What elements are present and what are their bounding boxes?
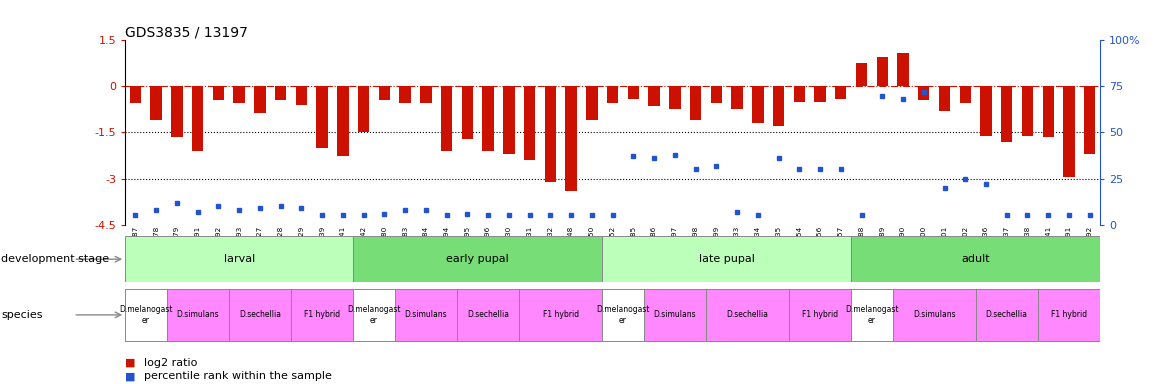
Bar <box>1084 86 1095 154</box>
Bar <box>420 86 432 103</box>
Bar <box>544 86 556 182</box>
Text: percentile rank within the sample: percentile rank within the sample <box>144 371 331 381</box>
Text: log2 ratio: log2 ratio <box>144 358 197 368</box>
Bar <box>519 289 602 341</box>
Bar <box>379 86 390 100</box>
Text: late pupal: late pupal <box>698 254 755 264</box>
Bar <box>483 86 493 151</box>
Text: D.sechellia: D.sechellia <box>726 310 769 319</box>
Bar <box>234 86 244 103</box>
Bar <box>586 86 598 120</box>
Text: early pupal: early pupal <box>446 254 510 264</box>
Bar <box>462 86 474 139</box>
Bar <box>789 289 851 341</box>
Bar <box>602 289 644 341</box>
Text: GDS3835 / 13197: GDS3835 / 13197 <box>125 25 248 39</box>
Bar <box>255 86 265 113</box>
Bar <box>171 86 183 137</box>
Text: D.simulans: D.simulans <box>404 310 447 319</box>
Bar <box>644 289 706 341</box>
Bar <box>1038 289 1100 341</box>
Bar <box>851 289 893 341</box>
Text: adult: adult <box>961 254 990 264</box>
Bar <box>358 86 369 132</box>
Bar <box>151 86 162 120</box>
Bar <box>395 289 457 341</box>
Bar <box>706 289 789 341</box>
Bar <box>125 236 353 282</box>
Bar <box>918 86 930 100</box>
Text: larval: larval <box>223 254 255 264</box>
Text: F1 hybrid: F1 hybrid <box>543 310 579 319</box>
Bar <box>503 86 514 154</box>
Text: D.melanogast
er: D.melanogast er <box>596 305 650 324</box>
Text: D.simulans: D.simulans <box>653 310 696 319</box>
Bar <box>976 289 1038 341</box>
Bar <box>565 86 577 191</box>
Text: D.melanogast
er: D.melanogast er <box>119 305 173 324</box>
Bar <box>192 86 204 151</box>
Bar <box>1063 86 1075 177</box>
Text: ■: ■ <box>125 358 135 368</box>
Bar <box>1001 86 1012 142</box>
Bar <box>851 236 1100 282</box>
Text: D.simulans: D.simulans <box>913 310 955 319</box>
Bar <box>125 289 167 341</box>
Bar <box>337 86 349 156</box>
Bar <box>274 86 286 100</box>
Text: F1 hybrid: F1 hybrid <box>802 310 838 319</box>
Text: D.simulans: D.simulans <box>176 310 219 319</box>
Bar <box>752 86 763 123</box>
Bar <box>291 289 353 341</box>
Bar <box>690 86 702 120</box>
Bar <box>772 86 784 126</box>
Bar <box>732 86 742 109</box>
Bar <box>793 86 805 102</box>
Bar <box>897 53 909 86</box>
Bar <box>960 86 970 103</box>
Bar <box>711 86 723 103</box>
Bar <box>457 289 519 341</box>
Bar <box>856 63 867 86</box>
Bar <box>167 289 229 341</box>
Bar <box>523 86 535 160</box>
Text: F1 hybrid: F1 hybrid <box>1051 310 1087 319</box>
Bar <box>939 86 951 111</box>
Bar <box>628 86 639 99</box>
Bar <box>400 86 411 103</box>
Bar <box>602 236 851 282</box>
Bar <box>130 86 141 103</box>
Bar <box>353 289 395 341</box>
Bar <box>353 236 602 282</box>
Bar <box>814 86 826 102</box>
Bar <box>893 289 976 341</box>
Bar <box>607 86 618 103</box>
Bar <box>295 86 307 105</box>
Bar <box>669 86 681 109</box>
Text: D.melanogast
er: D.melanogast er <box>347 305 401 324</box>
Text: ■: ■ <box>125 371 135 381</box>
Bar <box>648 86 660 106</box>
Text: D.sechellia: D.sechellia <box>985 310 1028 319</box>
Text: D.sechellia: D.sechellia <box>467 310 510 319</box>
Text: D.sechellia: D.sechellia <box>239 310 281 319</box>
Bar <box>835 86 846 99</box>
Bar <box>316 86 328 148</box>
Bar <box>1042 86 1054 137</box>
Bar <box>213 86 225 100</box>
Bar <box>877 57 888 86</box>
Text: species: species <box>1 310 43 320</box>
Bar <box>229 289 291 341</box>
Text: D.melanogast
er: D.melanogast er <box>845 305 899 324</box>
Text: F1 hybrid: F1 hybrid <box>305 310 340 319</box>
Bar <box>441 86 453 151</box>
Bar <box>981 86 991 136</box>
Text: development stage: development stage <box>1 254 109 264</box>
Bar <box>1021 86 1033 136</box>
